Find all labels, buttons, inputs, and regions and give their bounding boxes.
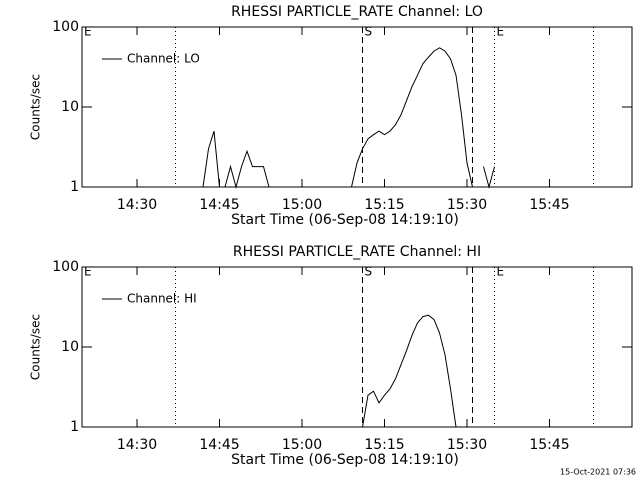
x-tick-label: 15:15 bbox=[364, 197, 404, 213]
x-tick-label: 15:45 bbox=[529, 437, 569, 453]
y-axis-label: Counts/sec bbox=[29, 74, 43, 140]
x-tick-label: 14:45 bbox=[199, 437, 239, 453]
marker-label: E bbox=[497, 25, 505, 39]
data-line bbox=[202, 47, 495, 189]
y-tick-label: 1 bbox=[70, 179, 79, 195]
y-tick-label: 1 bbox=[70, 419, 79, 435]
x-tick-label: 14:30 bbox=[117, 197, 157, 213]
x-axis-label: Start Time (06-Sep-08 14:19:10) bbox=[231, 212, 459, 228]
x-tick-label: 15:30 bbox=[447, 437, 487, 453]
x-tick-label: 14:45 bbox=[199, 197, 239, 213]
data-line bbox=[362, 314, 457, 428]
x-tick-label: 14:30 bbox=[117, 437, 157, 453]
x-tick-label: 15:00 bbox=[282, 437, 322, 453]
y-axis-label: Counts/sec bbox=[29, 314, 43, 380]
marker-label: S bbox=[365, 25, 373, 39]
marker-label: E bbox=[84, 25, 92, 39]
marker-label: E bbox=[497, 265, 505, 279]
legend-label: Channel: HI bbox=[127, 292, 197, 306]
timestamp: 15-Oct-2021 07:36 bbox=[560, 468, 636, 477]
x-tick-label: 15:45 bbox=[529, 197, 569, 213]
y-tick-label: 100 bbox=[52, 259, 79, 275]
legend-label: Channel: LO bbox=[127, 52, 200, 66]
marker-label: S bbox=[365, 265, 373, 279]
chart-title: RHESSI PARTICLE_RATE Channel: LO bbox=[231, 4, 483, 20]
marker-label: E bbox=[84, 265, 92, 279]
x-axis-label: Start Time (06-Sep-08 14:19:10) bbox=[231, 452, 459, 468]
x-tick-label: 15:15 bbox=[364, 437, 404, 453]
x-tick-label: 15:00 bbox=[282, 197, 322, 213]
y-tick-label: 10 bbox=[61, 339, 79, 355]
y-tick-label: 10 bbox=[61, 99, 79, 115]
x-tick-label: 15:30 bbox=[447, 197, 487, 213]
chart-title: RHESSI PARTICLE_RATE Channel: HI bbox=[233, 244, 481, 260]
y-tick-label: 100 bbox=[52, 19, 79, 35]
